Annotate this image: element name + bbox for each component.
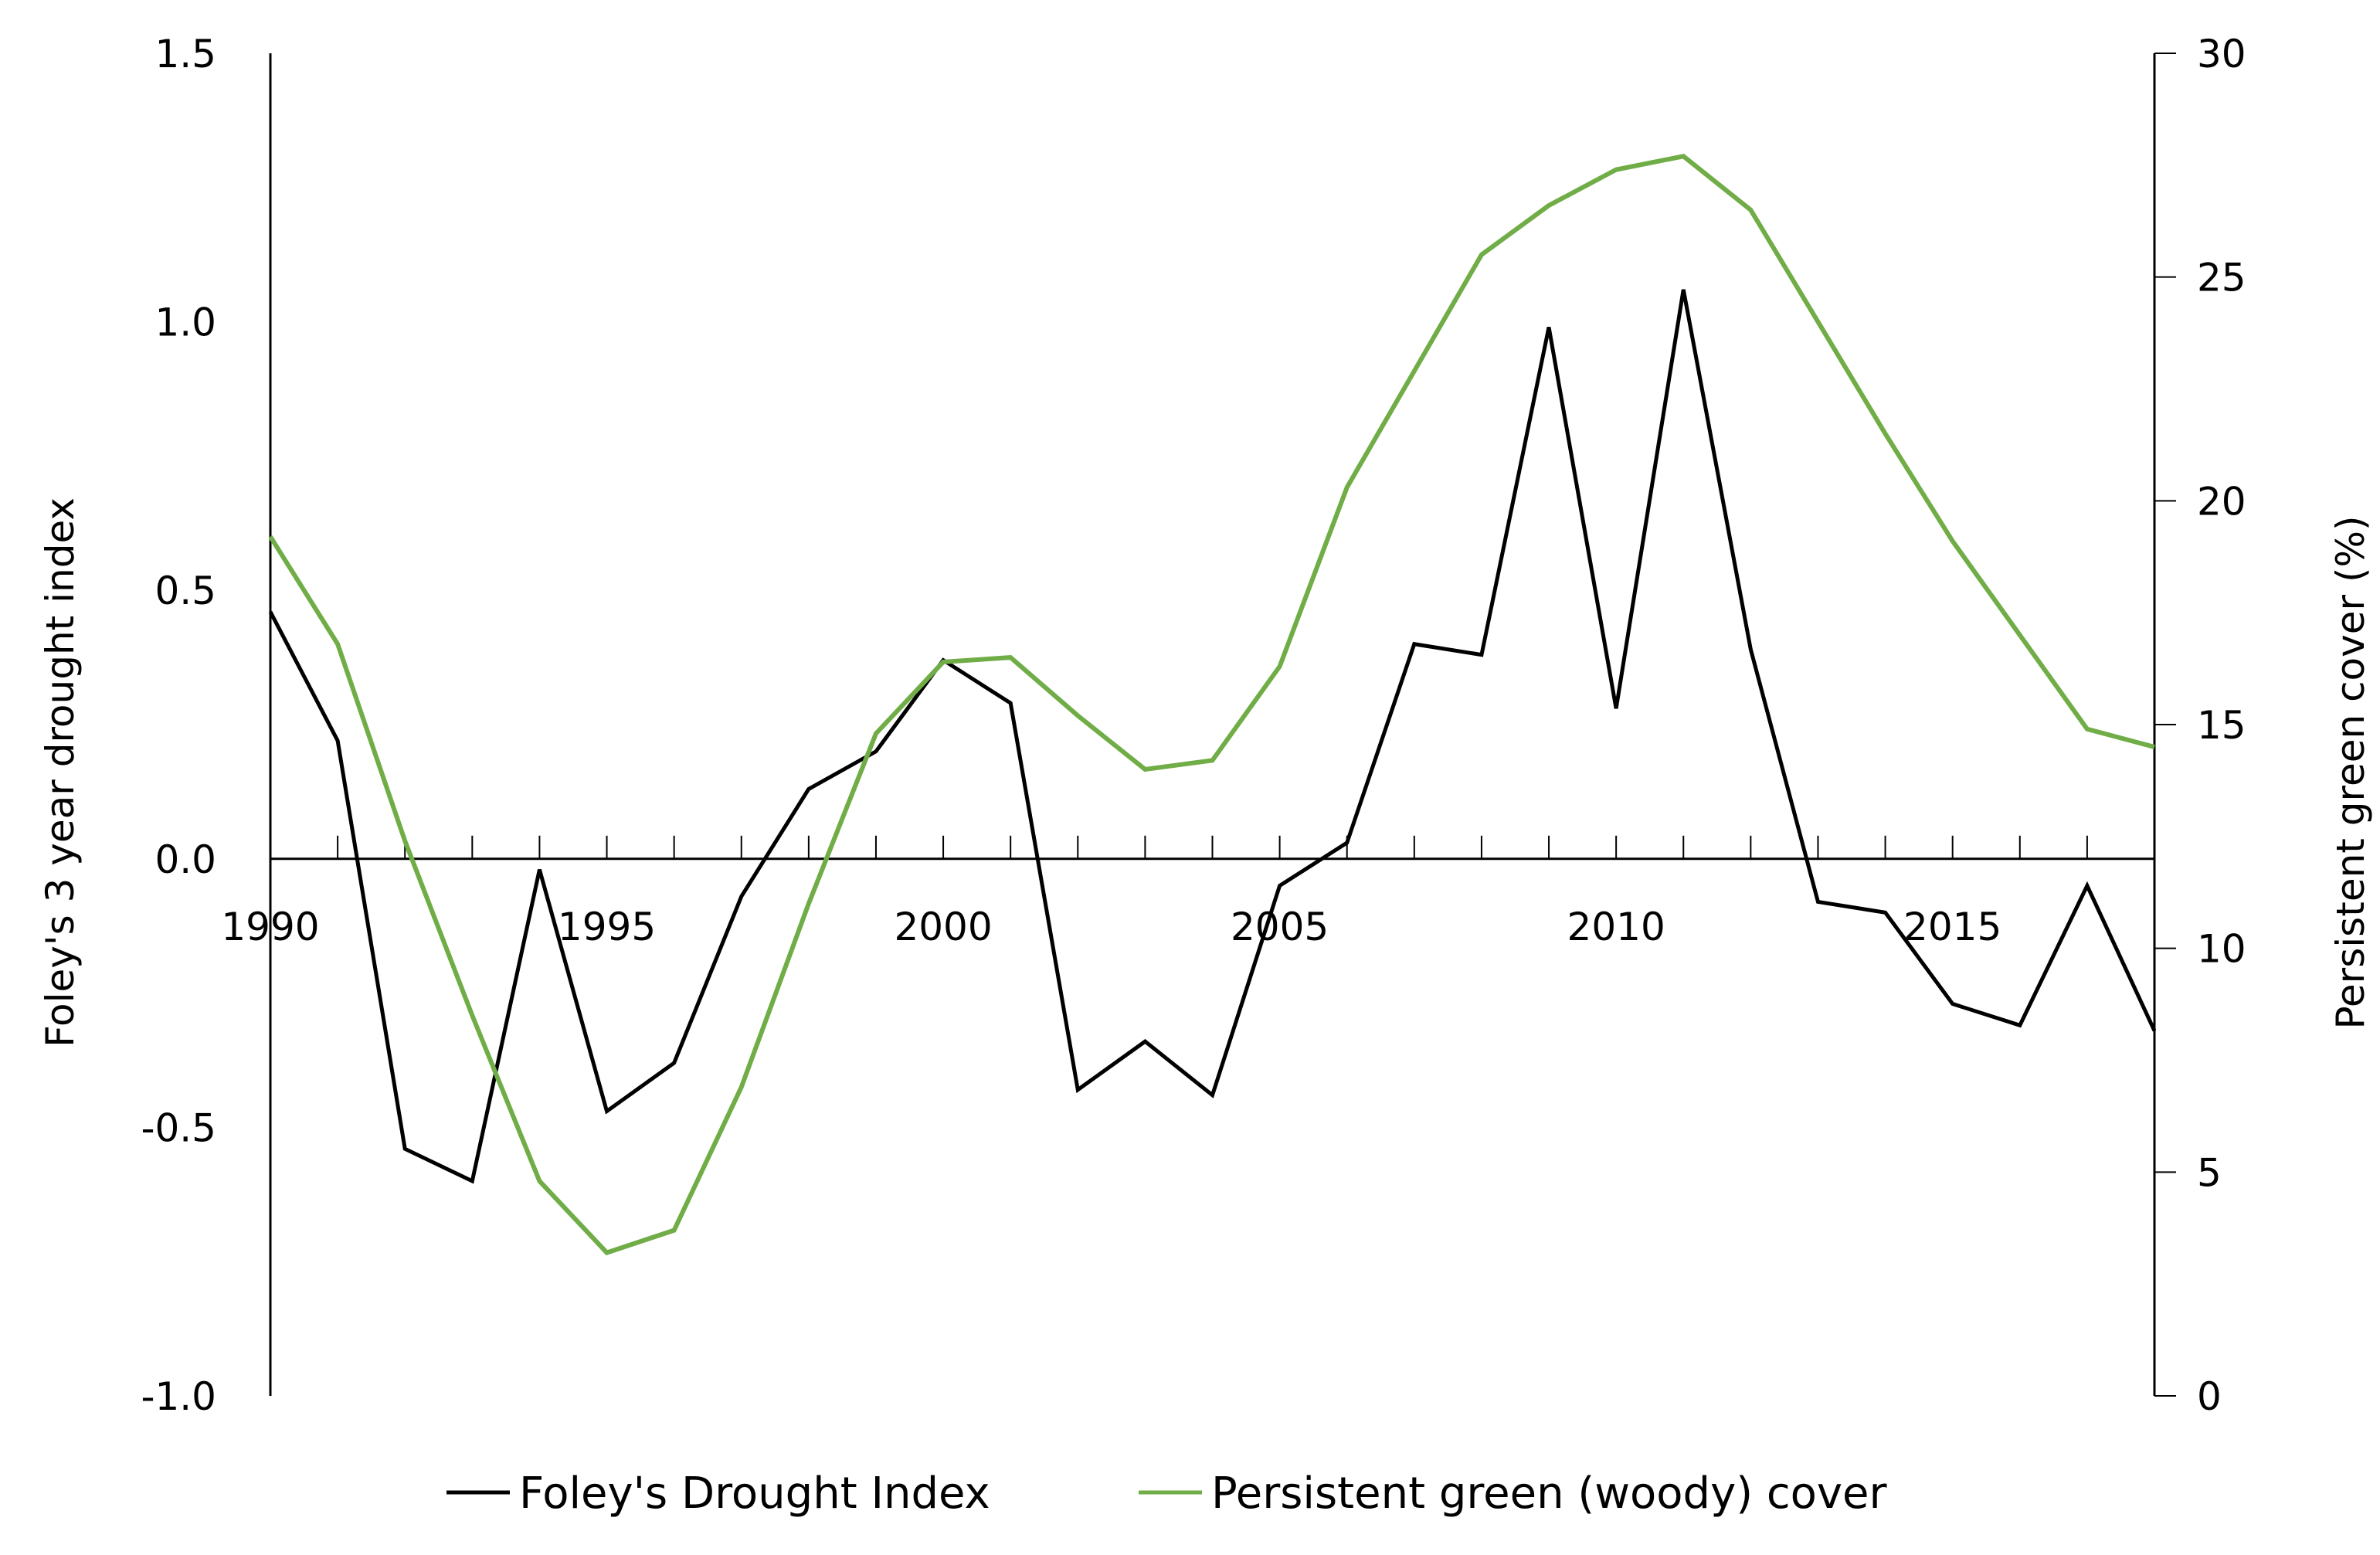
x-tick-label: 1990 bbox=[221, 905, 319, 949]
y2-tick-label: 25 bbox=[2197, 256, 2246, 300]
y-tick-label: 1.5 bbox=[154, 32, 216, 76]
legend: Foley's Drought Index Persistent green (… bbox=[446, 1468, 1888, 1519]
y-tick-label: 1.0 bbox=[154, 300, 216, 345]
x-tick-label: 2015 bbox=[1903, 905, 2001, 949]
y2-tick-label: 15 bbox=[2197, 703, 2246, 748]
y-tick-label: -1.0 bbox=[141, 1374, 216, 1419]
y-tick-label: -0.5 bbox=[141, 1105, 216, 1150]
y2-tick-label: 5 bbox=[2197, 1150, 2222, 1195]
y2-tick-label: 30 bbox=[2197, 32, 2246, 76]
y-tick-label: 0.5 bbox=[154, 569, 216, 613]
series-line-green-cover bbox=[268, 154, 2155, 1256]
x-tick-label: 1995 bbox=[558, 905, 656, 949]
x-tick-label: 2000 bbox=[894, 905, 992, 949]
y-tick-label: 0.0 bbox=[154, 837, 216, 882]
legend-label-drought: Foley's Drought Index bbox=[519, 1468, 990, 1519]
y2-tick-label: 0 bbox=[2197, 1374, 2222, 1419]
y-axis-label: Foley's 3 year drought index bbox=[38, 497, 83, 1047]
x-tick-label: 2005 bbox=[1231, 905, 1329, 949]
series-line-drought-index bbox=[268, 289, 2157, 1184]
y2-tick-label: 10 bbox=[2197, 927, 2246, 972]
x-tick-label: 2010 bbox=[1567, 905, 1665, 949]
y2-tick-label: 20 bbox=[2197, 479, 2246, 524]
legend-label-green: Persistent green (woody) cover bbox=[1211, 1468, 1888, 1519]
y2-axis-label: Persistent green cover (%) bbox=[2328, 516, 2373, 1030]
